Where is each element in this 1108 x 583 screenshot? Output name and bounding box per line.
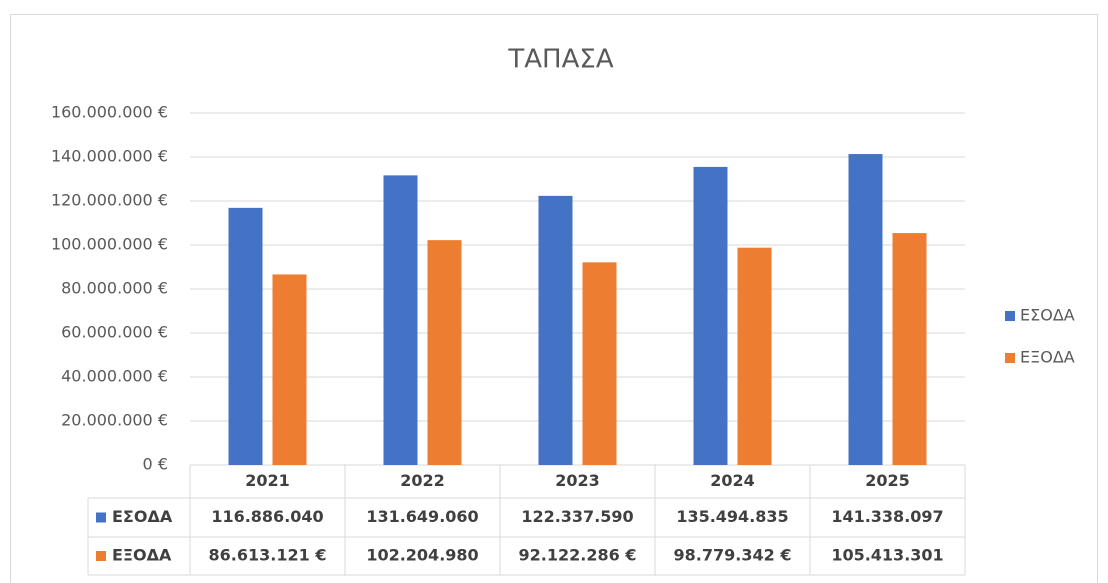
bar — [427, 240, 462, 465]
y-tick-label: 20.000.000 € — [61, 411, 168, 430]
bar — [737, 247, 772, 465]
table-value: 122.337.590 — [521, 507, 633, 526]
bar — [582, 262, 617, 465]
bar — [848, 154, 883, 465]
table-row-header: ΕΣΟΔΑ — [112, 507, 173, 526]
bar — [383, 175, 418, 465]
bar — [272, 274, 307, 465]
bar — [693, 166, 728, 465]
table-value: 102.204.980 — [366, 546, 478, 565]
y-tick-label: 140.000.000 € — [51, 147, 168, 166]
chart-title: ΤΑΠΑΣΑ — [507, 45, 613, 75]
legend-key — [1005, 353, 1015, 363]
legend-key — [1005, 311, 1015, 321]
y-tick-label: 0 € — [143, 455, 168, 474]
table-value: 92.122.286 € — [519, 546, 637, 565]
table-value: 105.413.301 — [831, 546, 943, 565]
x-tick-label: 2025 — [865, 471, 910, 490]
y-tick-label: 160.000.000 € — [51, 103, 168, 122]
table-value: 135.494.835 — [676, 507, 788, 526]
table-value: 86.613.121 € — [209, 546, 327, 565]
bar — [228, 207, 263, 465]
y-tick-label: 60.000.000 € — [61, 323, 168, 342]
table-legend-key — [96, 512, 106, 523]
legend-label: ΕΞΟΔΑ — [1020, 348, 1075, 367]
table-value: 131.649.060 — [366, 507, 478, 526]
y-tick-label: 40.000.000 € — [61, 367, 168, 386]
table-row-header: ΕΞΟΔΑ — [112, 546, 172, 565]
y-tick-label: 100.000.000 € — [51, 235, 168, 254]
legend-label: ΕΣΟΔΑ — [1020, 306, 1075, 325]
table-value: 141.338.097 — [831, 507, 943, 526]
x-tick-label: 2022 — [400, 471, 445, 490]
y-tick-label: 120.000.000 € — [51, 191, 168, 210]
x-tick-label: 2024 — [710, 471, 755, 490]
bar — [892, 233, 927, 465]
table-legend-key — [96, 551, 106, 561]
table-value: 98.779.342 € — [674, 546, 792, 565]
x-tick-label: 2023 — [555, 471, 600, 490]
y-tick-label: 80.000.000 € — [61, 279, 168, 298]
table-value: 116.886.040 — [211, 507, 323, 526]
x-tick-label: 2021 — [245, 471, 290, 490]
bar — [538, 195, 573, 465]
